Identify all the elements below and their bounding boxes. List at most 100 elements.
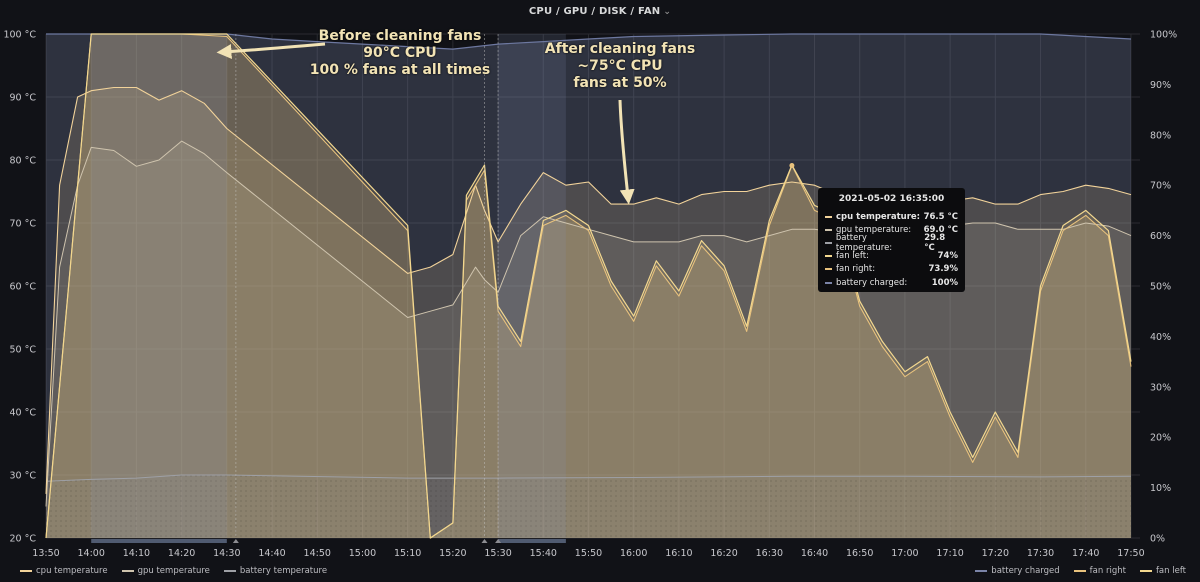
axes: 20 °C 30 °C 40 °C 50 °C 60 °C 70 °C 80 °C 90 °C… (3, 30, 1177, 560)
y-right-tick-label: 20% (1150, 433, 1171, 444)
line-cpu-temperature (45, 86, 1132, 494)
legend-label: fan right (1089, 566, 1126, 576)
tooltip-value: 29.8 °C (924, 232, 946, 253)
tooltip-row: gpu temperature: 69.0 °C (825, 223, 958, 236)
tooltip-row: fan left: 74% (825, 250, 958, 263)
y-right-tick-label: 50% (1150, 282, 1171, 293)
tooltip-swatch (825, 255, 832, 258)
arrow-before (216, 42, 326, 60)
x-tick-label: 15:30 (484, 548, 511, 559)
x-tick-label: 15:40 (530, 548, 557, 559)
x-tick-label: 17:00 (891, 548, 918, 559)
tooltip-time: 2021-05-02 16:35:00 (838, 194, 945, 204)
area-fan-right (46, 34, 1131, 538)
tooltip-row-label: cpu temperature: (825, 212, 920, 222)
annotation-line: Before cleaning fans (318, 28, 482, 44)
y-right-tick-label: 40% (1150, 332, 1171, 343)
tooltip-row-label: fan left: (825, 251, 869, 261)
x-tick-label: 14:00 (78, 548, 105, 559)
legend-label: battery charged (991, 566, 1060, 576)
y-left-tick-label: 100 °C (3, 30, 36, 41)
line-battery-charged (46, 33, 1132, 50)
chevron-down-icon[interactable]: ⌄ (663, 7, 672, 17)
time-marker-triangle (481, 539, 488, 543)
y-left-tick-label: 70 °C (10, 219, 37, 230)
legend-right: battery charged fan right fan left (975, 566, 1186, 576)
legend-item-battery-temperature[interactable]: battery temperature (223, 566, 328, 576)
x-tick-label: 17:20 (982, 548, 1009, 559)
region-axis-bar (91, 539, 227, 543)
legend-label: battery temperature (239, 566, 328, 576)
grid (45, 33, 1140, 539)
legend-item-cpu-temperature[interactable]: cpu temperature (20, 566, 108, 576)
x-tick-label: 16:40 (801, 548, 828, 559)
legend-swatch (223, 570, 236, 572)
annotation-line: fans at 50% (573, 75, 667, 91)
tooltip-value: 100% (931, 277, 958, 288)
legend-swatch (975, 570, 988, 572)
tooltip-swatch (825, 228, 832, 231)
legend-item-battery-charged[interactable]: battery charged (975, 566, 1060, 576)
y-right-tick-label: 0% (1150, 534, 1165, 545)
y-left-tick-label: 80 °C (10, 156, 37, 167)
legend-label: cpu temperature (36, 566, 108, 576)
y-right-tick-label: 80% (1150, 130, 1171, 141)
x-tick-label: 15:00 (349, 548, 376, 559)
y-left-tick-label: 90 °C (10, 93, 37, 104)
line-battery-temperature (45, 474, 1132, 482)
x-tick-label: 16:20 (710, 548, 737, 559)
x-tick-label: 14:30 (213, 548, 240, 559)
annotation-arrows (216, 42, 635, 205)
x-tick-label: 15:50 (575, 548, 602, 559)
tooltip-swatch (825, 215, 832, 218)
legend-item-fan-right[interactable]: fan right (1073, 566, 1126, 576)
tooltip-swatch (825, 281, 832, 284)
panel-title-text[interactable]: CPU / GPU / DISK / FAN (528, 6, 661, 17)
legend-swatch (121, 570, 134, 572)
region-axis-bar (498, 539, 566, 543)
x-tick-label: 14:50 (304, 548, 331, 559)
x-tick-label: 14:10 (123, 548, 150, 559)
legend-item-gpu-temperature[interactable]: gpu temperature (121, 566, 210, 576)
x-tick-label: 15:20 (439, 548, 466, 559)
legend-left: cpu temperature gpu temperature battery te… (20, 566, 327, 576)
tooltip-label-text: battery temperature: (835, 232, 893, 253)
x-tick-label: 16:10 (665, 548, 692, 559)
tooltip-label-text: gpu temperature: (836, 224, 912, 235)
annotation-after-cleaning: After cleaning fans ~75°C CPU fans at 50… (520, 41, 720, 92)
y-left-tick-label: 30 °C (10, 471, 37, 482)
y-left-tick-label: 20 °C (10, 534, 37, 545)
panel-title[interactable]: CPU / GPU / DISK / FAN ⌄ (0, 6, 1200, 17)
legend-swatch (20, 570, 32, 572)
tooltip-row-label: gpu temperature: (825, 225, 911, 235)
annotation-line: After cleaning fans (544, 41, 696, 57)
x-tick-label: 17:50 (1117, 548, 1144, 559)
tooltip-value: 76.5 °C (923, 211, 958, 222)
y-right-tick-label: 100% (1150, 30, 1177, 41)
x-tick-label: 15:10 (394, 548, 421, 559)
annotation-before-cleaning: Before cleaning fans 90°C CPU 100 % fans… (300, 28, 500, 79)
highlight-region (91, 34, 227, 538)
legend-item-fan-left[interactable]: fan left (1139, 566, 1186, 576)
y-right-tick-label: 10% (1150, 483, 1171, 494)
tooltip-swatch (825, 268, 832, 271)
legend-label: fan left (1155, 566, 1186, 576)
tooltip-row-label: battery charged: (825, 278, 907, 288)
line-fan-left (45, 33, 1132, 539)
tooltip-row: cpu temperature: 76.5 °C (825, 210, 958, 223)
tooltip-row: battery charged: 100% (825, 276, 958, 289)
tooltip-value: 73.9% (928, 264, 959, 275)
tooltip-row-label: battery temperature: (825, 233, 924, 253)
x-tick-label: 16:50 (846, 548, 873, 559)
tooltip-label-text: cpu temperature: (836, 211, 921, 222)
series-areas (46, 34, 1131, 538)
x-tick-label: 17:30 (1027, 548, 1054, 559)
hover-point (789, 163, 795, 169)
hover-tooltip: 2021-05-02 16:35:00 cpu temperature: 76.5… (818, 188, 965, 292)
y-left-tick-label: 60 °C (10, 282, 37, 293)
tooltip-row: battery temperature: 29.8 °C (825, 233, 958, 253)
y-right-tick-label: 30% (1150, 382, 1171, 393)
tooltip-value: 69.0 °C (923, 224, 958, 235)
legend-swatch (1139, 570, 1152, 572)
